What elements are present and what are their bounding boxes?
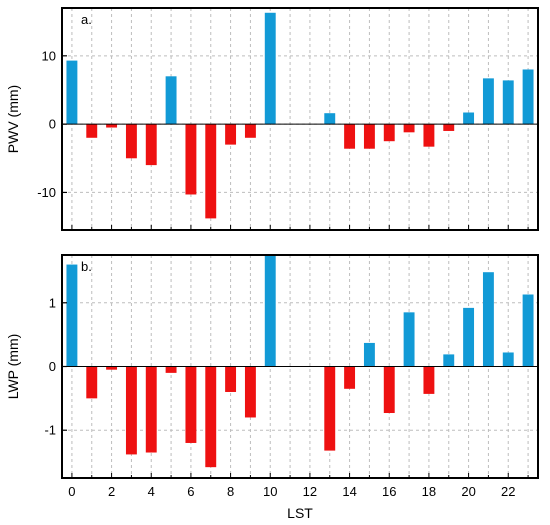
lwp-xtick-label: 6 [187,484,194,499]
lwp-xtick-label: 14 [342,484,356,499]
lwp-bar-5 [165,366,177,373]
pwv-bar-17 [403,124,415,133]
pwv-y-axis-label: PWV (mm) [5,85,21,153]
pwv-panel-label: a. [81,12,92,27]
pwv-bar-19 [443,124,455,131]
pwv-bar-10 [264,12,276,125]
lwp-bar-1 [86,366,98,399]
lwp-xtick-label: 16 [382,484,396,499]
lwp-xtick-label: 20 [461,484,475,499]
panel-a-pwv: -10 0 10 a. PWV (mm) [5,7,539,231]
lwp-bar-6 [185,366,197,443]
pwv-bar-1 [86,124,98,138]
pwv-bar-0 [66,60,78,125]
pwv-bar-14 [344,124,356,149]
pwv-bar-18 [423,124,435,147]
pwv-bar-7 [205,124,217,219]
pwv-ytick-label: -10 [37,185,56,200]
pwv-bar-6 [185,124,197,195]
lwp-bar-2 [106,366,118,370]
lwp-bar-16 [383,366,395,414]
pwv-plot-frame [61,7,539,231]
lwp-bar-18 [423,366,435,394]
lwp-bar-10 [264,255,276,367]
lwp-bar-7 [205,366,217,468]
pwv-bar-9 [244,124,256,138]
lwp-x-axis-label: LST [287,505,313,521]
lwp-y-axis-label: LWP (mm) [5,334,21,400]
lwp-xtick-label: 22 [501,484,515,499]
lwp-bar-4 [145,366,157,453]
lwp-bar-17 [403,312,415,367]
pwv-ytick-label: 10 [42,48,56,63]
lwp-bar-3 [125,366,137,455]
pwv-bar-22 [502,80,514,125]
pwv-bar-5 [165,76,177,125]
lwp-bar-14 [344,366,356,389]
pwv-bar-8 [225,124,237,145]
lwp-panel-label: b. [81,259,92,274]
lwp-xtick-label: 4 [148,484,155,499]
lwp-bar-20 [463,307,475,367]
lwp-bar-8 [225,366,237,392]
lwp-bar-15 [363,342,375,367]
lwp-xtick-label: 0 [68,484,75,499]
lwp-ytick-label: -1 [44,423,56,438]
pwv-ytick-label: 0 [49,117,56,132]
lwp-bar-9 [244,366,256,418]
lwp-xtick-label: 12 [303,484,317,499]
pwv-bar-15 [363,124,375,149]
pwv-bar-20 [463,112,475,125]
lwp-ytick-label: 1 [49,295,56,310]
lwp-bar-21 [482,272,494,367]
lwp-bar-22 [502,352,514,367]
lwp-bar-19 [443,354,455,367]
lwp-xtick-label: 10 [263,484,277,499]
pwv-bar-13 [324,113,336,125]
pwv-bar-21 [482,78,494,125]
lwp-bar-23 [522,294,534,367]
pwv-bar-2 [106,124,118,128]
lwp-xtick-label: 18 [422,484,436,499]
pwv-bar-16 [383,124,395,142]
lwp-bar-0 [66,264,78,367]
lwp-xtick-label: 2 [108,484,115,499]
pwv-bar-4 [145,124,157,166]
lwp-xtick-label: 8 [227,484,234,499]
pwv-bar-23 [522,69,534,125]
lwp-ytick-label: 0 [49,359,56,374]
lwp-bar-13 [324,366,336,451]
pwv-bar-3 [125,124,137,159]
